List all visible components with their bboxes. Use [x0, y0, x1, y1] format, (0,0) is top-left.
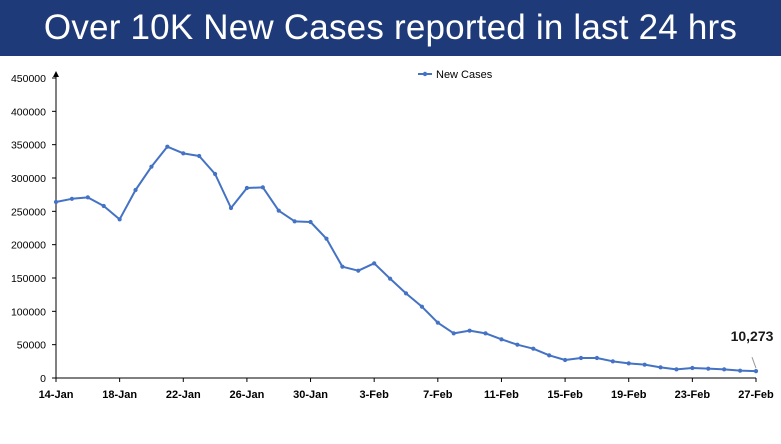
- data-point: [356, 268, 361, 273]
- y-tick-label: 150000: [11, 273, 46, 285]
- data-point: [451, 331, 456, 336]
- x-tick-label: 23-Feb: [675, 389, 711, 401]
- page-title-banner: Over 10K New Cases reported in last 24 h…: [0, 0, 781, 56]
- data-point: [181, 151, 186, 156]
- data-point: [260, 185, 265, 190]
- data-point: [228, 205, 234, 211]
- y-tick-label: 400000: [11, 106, 46, 118]
- y-tick-label: 50000: [17, 340, 46, 352]
- data-point: [531, 346, 536, 351]
- data-point: [594, 355, 600, 361]
- y-tick-label: 300000: [11, 173, 46, 185]
- data-point: [642, 362, 647, 367]
- data-point: [753, 369, 759, 374]
- x-tick-label: 7-Feb: [423, 389, 453, 401]
- data-point: [562, 357, 568, 363]
- y-tick-label: 250000: [11, 206, 46, 218]
- x-tick-label: 30-Jan: [293, 389, 328, 401]
- data-point: [212, 171, 218, 177]
- data-point: [340, 264, 345, 269]
- x-tick-label: 22-Jan: [166, 389, 201, 401]
- data-point: [737, 368, 743, 373]
- legend-marker: [422, 71, 428, 77]
- data-point: [324, 236, 329, 241]
- data-point: [244, 185, 250, 191]
- data-point: [419, 304, 425, 309]
- y-tick-label: 100000: [11, 306, 46, 318]
- data-point: [292, 219, 297, 224]
- data-point: [435, 320, 440, 325]
- annotation-leader-line: [751, 356, 757, 369]
- x-tick-label: 14-Jan: [39, 389, 74, 401]
- x-tick-label: 18-Jan: [102, 389, 137, 401]
- data-point: [658, 365, 663, 370]
- page-title: Over 10K New Cases reported in last 24 h…: [43, 8, 738, 47]
- data-point: [165, 144, 170, 149]
- data-point: [483, 331, 488, 336]
- y-tick-label: 350000: [11, 140, 46, 152]
- data-point: [610, 359, 615, 364]
- data-point: [197, 153, 202, 159]
- data-point: [308, 219, 313, 225]
- y-tick-label: 0: [40, 373, 46, 385]
- x-tick-label: 15-Feb: [547, 389, 583, 401]
- data-point: [547, 353, 552, 358]
- data-point: [149, 164, 154, 169]
- x-tick-label: 19-Feb: [611, 389, 647, 401]
- data-point: [690, 365, 695, 371]
- data-point: [85, 195, 90, 200]
- annotation-label: 10,273: [731, 328, 774, 344]
- data-point: [372, 261, 377, 266]
- data-point: [53, 199, 59, 205]
- y-tick-label: 450000: [11, 73, 46, 85]
- data-point: [515, 342, 520, 347]
- chart-container: 0 50000 100000 150000 200000 250000 300000 3500…: [0, 56, 781, 439]
- data-point: [578, 355, 584, 361]
- x-tick-label: 26-Jan: [229, 389, 264, 401]
- y-axis-arrow-icon: [53, 71, 59, 77]
- data-point: [117, 217, 122, 222]
- x-tick-label: 11-Feb: [484, 389, 519, 401]
- new-cases-series-line: [55, 145, 757, 373]
- data-point: [387, 276, 393, 281]
- legend-label: New Cases: [436, 69, 493, 81]
- data-point: [467, 328, 472, 333]
- data-point: [674, 367, 679, 372]
- x-tick-label: 27-Feb: [738, 389, 774, 401]
- data-point: [403, 291, 409, 296]
- new-cases-line-chart: 0 50000 100000 150000 200000 250000 300000 3500…: [11, 69, 774, 401]
- data-point: [499, 337, 504, 342]
- data-point: [69, 196, 75, 201]
- data-point: [722, 367, 727, 372]
- data-point: [276, 208, 281, 213]
- data-point: [133, 187, 138, 193]
- y-tick-label: 200000: [11, 240, 46, 252]
- data-point: [706, 366, 711, 371]
- data-point: [101, 203, 106, 209]
- data-point: [626, 361, 631, 366]
- x-tick-label: 3-Feb: [360, 389, 390, 401]
